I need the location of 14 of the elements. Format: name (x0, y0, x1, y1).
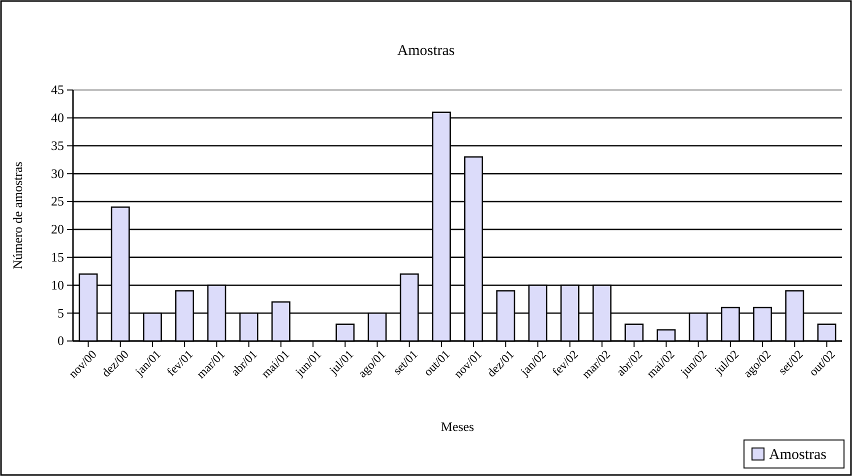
y-tick-label: 25 (51, 194, 64, 209)
y-tick-label: 20 (51, 222, 64, 237)
legend-label: Amostras (769, 447, 827, 463)
y-tick-label: 35 (51, 138, 64, 153)
y-tick-label: 15 (51, 249, 64, 264)
y-tick-label: 5 (58, 305, 64, 320)
chart-title: Amostras (397, 43, 455, 59)
y-axis-title: Número de amostras (10, 162, 25, 270)
y-tick-label: 30 (51, 166, 64, 181)
y-tick-label: 40 (51, 110, 64, 126)
y-tick-label: 10 (51, 277, 64, 292)
y-tick-label: 45 (51, 82, 64, 98)
x-axis-title: Meses (440, 419, 474, 434)
y-tick-label: 0 (58, 333, 64, 348)
